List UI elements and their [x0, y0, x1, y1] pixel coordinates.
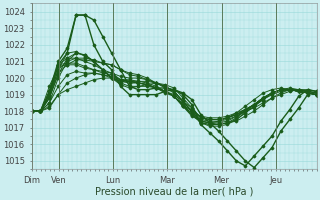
X-axis label: Pression niveau de la mer( hPa ): Pression niveau de la mer( hPa ) [95, 187, 253, 197]
